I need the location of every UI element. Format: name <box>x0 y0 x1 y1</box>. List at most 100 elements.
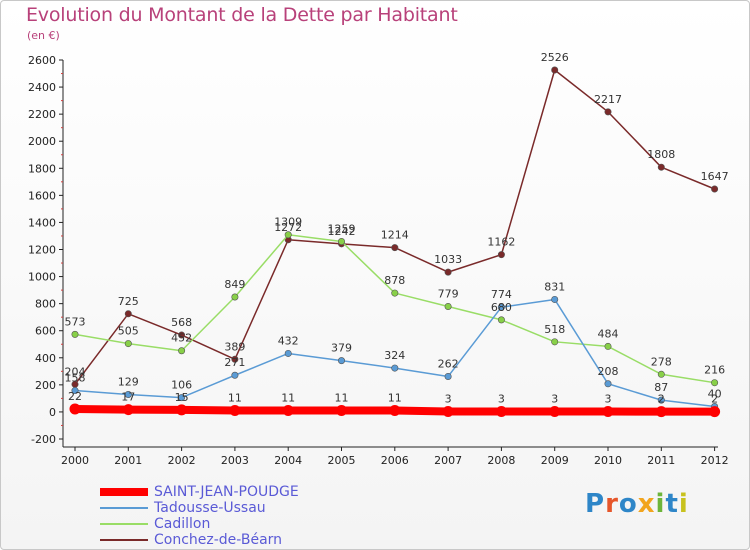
data-label: 1214 <box>381 229 409 242</box>
legend-label: Cadillon <box>154 516 211 532</box>
y-tick-label: 2600 <box>28 54 56 67</box>
series-point <box>122 404 134 416</box>
logo-letter: t <box>665 489 679 519</box>
data-label: 40 <box>708 388 722 401</box>
data-label: 878 <box>384 274 405 287</box>
data-label: 15 <box>175 391 189 404</box>
series-point <box>657 396 665 404</box>
series-point <box>336 404 348 416</box>
series-point <box>442 406 454 418</box>
series-point <box>604 380 612 388</box>
data-label: 208 <box>598 365 619 378</box>
series-point <box>178 331 186 339</box>
data-label: 22 <box>68 390 82 403</box>
series-point <box>389 404 401 416</box>
x-tick-label: 2012 <box>701 454 729 467</box>
data-label: 1259 <box>328 223 356 236</box>
x-tick-label: 2003 <box>221 454 249 467</box>
series-point <box>284 231 292 239</box>
data-label: 204 <box>65 365 86 378</box>
chart-axes: -200 0 200 400 600 800 1000 1200 1400 1600 1800 200… <box>28 54 729 467</box>
data-label: 1242 <box>328 225 356 238</box>
x-tick-label: 2008 <box>487 454 515 467</box>
series-point <box>338 238 346 246</box>
data-label: 432 <box>278 334 299 347</box>
series-point <box>549 406 561 418</box>
data-label: 1808 <box>647 148 675 161</box>
data-label: 11 <box>335 391 349 404</box>
series-point <box>444 372 452 380</box>
data-label: 573 <box>65 315 86 328</box>
data-label: 518 <box>544 323 565 336</box>
y-tick-label: 1200 <box>28 244 56 257</box>
data-label: 11 <box>388 391 402 404</box>
chart-title: Evolution du Montant de la Dette par Hab… <box>26 4 458 26</box>
legend-label: Conchez-de-Béarn <box>154 532 283 548</box>
series-tadousse-ussau <box>71 295 719 411</box>
proxiti-logo: Proxiti <box>585 489 689 519</box>
legend-swatch <box>100 523 148 525</box>
data-label: 2526 <box>541 51 569 64</box>
series-point <box>711 379 719 387</box>
y-tick-label: 200 <box>35 379 56 392</box>
x-tick-label: 2007 <box>434 454 462 467</box>
series-point <box>338 357 346 365</box>
logo-letter: i <box>678 489 689 519</box>
y-tick-label: 600 <box>35 325 56 338</box>
data-label: 1162 <box>487 236 515 249</box>
series-point <box>282 404 294 416</box>
data-label: 87 <box>654 381 668 394</box>
series-point <box>497 251 505 259</box>
x-tick-label: 2010 <box>594 454 622 467</box>
x-tick-label: 2001 <box>114 454 142 467</box>
series-point <box>124 390 132 398</box>
logo-letter: x <box>637 489 656 519</box>
chart-series <box>69 66 721 418</box>
series-point <box>178 394 186 402</box>
data-label: 452 <box>171 332 192 345</box>
series-point <box>231 371 239 379</box>
series-point <box>497 316 505 324</box>
series-point <box>391 364 399 372</box>
data-label: 2 <box>711 393 718 406</box>
data-label: 11 <box>281 391 295 404</box>
series-point <box>604 108 612 116</box>
series-point <box>391 244 399 252</box>
data-label: 11 <box>228 391 242 404</box>
y-tick-label: 1400 <box>28 216 56 229</box>
series-point <box>604 342 612 350</box>
legend-swatch <box>100 488 148 496</box>
series-point <box>657 163 665 171</box>
series-cadillon <box>71 231 719 387</box>
y-tick-label: 2200 <box>28 108 56 121</box>
x-tick-label: 2005 <box>328 454 356 467</box>
data-label: 278 <box>651 355 672 368</box>
data-label: 379 <box>331 342 352 355</box>
y-tick-label: 1800 <box>28 162 56 175</box>
series-point <box>655 406 667 418</box>
data-label: 129 <box>118 375 139 388</box>
data-label: 774 <box>491 288 512 301</box>
series-conchez-de-b-arn <box>71 66 719 388</box>
series-point <box>391 289 399 297</box>
data-label: 725 <box>118 295 139 308</box>
data-label: 831 <box>544 280 565 293</box>
data-label: 1033 <box>434 253 462 266</box>
series-point <box>176 404 188 416</box>
logo-letter: r <box>605 489 619 519</box>
data-label: 324 <box>384 349 405 362</box>
series-point <box>444 268 452 276</box>
series-point <box>69 403 81 415</box>
data-label: 849 <box>224 278 245 291</box>
data-label: 3 <box>605 393 612 406</box>
data-label: 158 <box>65 372 86 385</box>
data-label: 484 <box>598 327 619 340</box>
data-label: 271 <box>224 356 245 369</box>
series-point <box>709 406 721 418</box>
series-saint-jean-poudge <box>69 403 721 418</box>
legend-swatch <box>100 539 148 541</box>
y-tick-label: 1600 <box>28 189 56 202</box>
logo-letter: o <box>618 489 638 519</box>
